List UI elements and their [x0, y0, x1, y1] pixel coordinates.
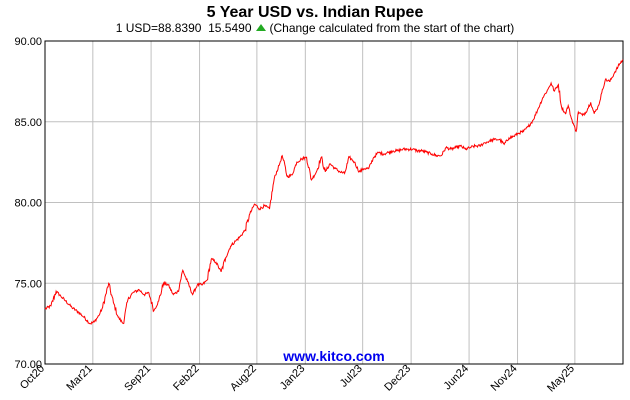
x-tick-label: Nov24: [489, 363, 520, 394]
x-tick-label: May25: [545, 363, 577, 395]
series-line: [44, 59, 624, 325]
x-tick-label: Jun24: [442, 363, 472, 393]
x-tick-label: Feb22: [171, 363, 202, 394]
y-tick-label: 80.00: [14, 198, 42, 210]
y-tick-label: 75.00: [14, 278, 42, 290]
y-tick-label: 90.00: [14, 36, 42, 48]
x-tick-label: Sep21: [122, 363, 153, 394]
chart-title: 5 Year USD vs. Indian Rupee: [206, 4, 424, 21]
up-arrow-icon: [255, 24, 266, 31]
x-tick-label: Aug22: [228, 363, 259, 394]
change-value: 15.5490: [208, 21, 252, 35]
watermark-link[interactable]: www.kitco.com: [282, 348, 384, 364]
plot-area: [44, 40, 624, 365]
x-tick-label: Jul23: [338, 363, 365, 390]
x-axis: Oct20 Mar21 Sep21 Feb22 Aug22 Jan23 Jul23 Dec23…: [18, 363, 577, 395]
grid: [44, 40, 623, 365]
x-tick-label: Jan23: [278, 363, 308, 393]
y-axis: 70.00 75.00 80.00 85.00 90.00: [14, 36, 42, 371]
change-note: (Change calculated from the start of the…: [269, 21, 515, 35]
y-tick-label: 70.00: [14, 359, 42, 371]
rate-text: 1 USD=88.8390: [115, 21, 202, 35]
x-tick-label: Dec23: [382, 363, 413, 394]
x-tick-label: Mar21: [64, 363, 95, 394]
y-tick-label: 85.00: [14, 117, 42, 129]
chart-subtitle: 1 USD=88.8390 15.5490 (Change calculated …: [0, 21, 630, 35]
